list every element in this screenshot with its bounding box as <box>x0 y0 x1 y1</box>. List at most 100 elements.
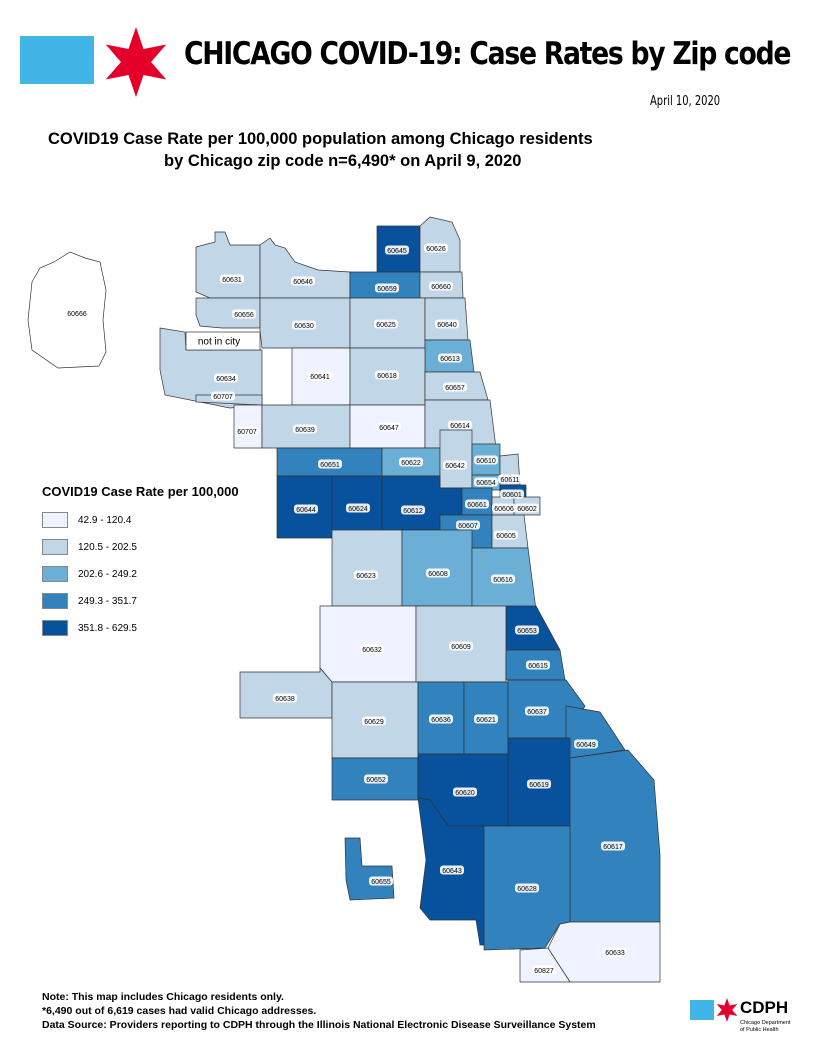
zip-label-box <box>211 391 235 401</box>
zip-label: 60643 <box>442 868 462 875</box>
legend-label: 351.8 - 629.5 <box>78 622 137 634</box>
zip-label-box <box>532 965 556 975</box>
chicago-flag-bar-icon <box>20 36 94 84</box>
legend-swatch <box>42 620 68 636</box>
cdph-logo: CDPH Chicago Department of Public Health <box>690 996 800 1040</box>
zip-region-60640 <box>424 297 469 341</box>
zip-label-box <box>293 424 317 434</box>
zip-label: 60660 <box>431 284 451 291</box>
map-title-line2: by Chicago zip code n=6,490* on April 9,… <box>164 152 522 170</box>
zip-label: 60652 <box>366 777 386 784</box>
zip-label: 60620 <box>455 790 475 797</box>
legend-item: 249.3 - 351.7 <box>42 589 239 613</box>
zip-label-box <box>603 947 627 957</box>
zip-label-box <box>453 787 477 797</box>
zip-label-box <box>318 459 342 469</box>
legend-swatch <box>42 566 68 582</box>
zip-label-box <box>235 426 259 436</box>
footer-note: Note: This map includes Chicago resident… <box>42 991 284 1003</box>
zip-label: 60616 <box>493 577 513 584</box>
legend-item: 42.9 - 120.4 <box>42 508 239 532</box>
zip-region-60608 <box>401 529 473 607</box>
zip-label: 60661 <box>467 502 487 509</box>
zip-label: 60610 <box>476 458 496 465</box>
zip-label-box <box>424 243 448 253</box>
zip-label-box <box>492 503 516 513</box>
star-shape <box>105 27 167 97</box>
legend-label: 202.6 - 249.2 <box>78 568 137 580</box>
zip-label: 60657 <box>445 385 465 392</box>
legend: COVID19 Case Rate per 100,000 42.9 - 120… <box>42 484 239 640</box>
zip-label: 60651 <box>320 462 340 469</box>
zip-label-box <box>474 477 498 487</box>
zip-label-box <box>526 660 550 670</box>
legend-item: 351.8 - 629.5 <box>42 616 239 640</box>
zip-label: 60619 <box>529 782 549 789</box>
zip-label: 60649 <box>576 742 596 749</box>
zip-label: 60609 <box>451 644 471 651</box>
zip-label: 60640 <box>437 322 457 329</box>
footer-notes: Note: This map includes Chicago resident… <box>42 990 596 1032</box>
zip-label-box <box>525 706 549 716</box>
zip-label-box <box>375 283 399 293</box>
zip-label-box <box>273 693 297 703</box>
zip-label: 60644 <box>296 507 316 514</box>
zip-region-60631 <box>195 231 261 299</box>
zip-label: 60602 <box>517 506 537 513</box>
zip-label: 60634 <box>216 376 236 383</box>
zip-label: 60614 <box>450 423 470 430</box>
zip-label: 60642 <box>445 463 465 470</box>
zip-label-box <box>491 574 515 584</box>
zip-label: 60629 <box>364 719 384 726</box>
zip-region-60638 <box>239 667 333 719</box>
zip-label: 60632 <box>362 647 382 654</box>
zip-label-box <box>426 568 450 578</box>
zip-label-box <box>385 245 409 255</box>
zip-label-box <box>214 373 238 383</box>
legend-item: 202.6 - 249.2 <box>42 562 239 586</box>
zip-label-box <box>375 370 399 380</box>
zip-label: 60655 <box>371 879 391 886</box>
zip-label: 60621 <box>476 717 496 724</box>
zip-label: 60611 <box>501 477 520 484</box>
not-in-city-area: not in city <box>185 331 261 351</box>
footer-note: *6,490 out of 6,619 cases had valid Chic… <box>42 1005 317 1017</box>
zip-label-box <box>308 371 332 381</box>
cdph-name: Chicago Department of Public Health <box>740 1020 791 1033</box>
zip-label: 60707 <box>213 394 233 401</box>
page-title: CHICAGO COVID-19: Case Rates by Zip code <box>184 36 791 72</box>
zip-label-box <box>515 503 539 513</box>
map-title-line1: COVID19 Case Rate per 100,000 population… <box>48 130 593 148</box>
zip-label-box <box>399 457 423 467</box>
zip-label: 60645 <box>387 248 407 255</box>
zip-label: 60637 <box>527 709 547 716</box>
zip-label: 60641 <box>310 374 330 381</box>
zip-label: 60633 <box>605 950 625 957</box>
zip-label: 60626 <box>426 246 446 253</box>
zip-label-box <box>401 505 425 515</box>
zip-label-box <box>435 319 459 329</box>
zip-label: 60646 <box>293 279 313 286</box>
zip-label: 60647 <box>379 425 399 432</box>
zip-label-box <box>601 841 625 851</box>
zip-label-box <box>364 774 388 784</box>
zip-label-box <box>377 422 401 432</box>
zip-label-box <box>494 530 518 540</box>
zip-region-60649 <box>565 705 626 759</box>
zip-region-60642 <box>439 429 473 489</box>
zip-label-box <box>291 276 315 286</box>
zip-label-box <box>374 319 398 329</box>
legend-label: 249.3 - 351.7 <box>78 595 137 607</box>
zip-label-box <box>515 625 539 635</box>
zip-label: 60624 <box>348 506 368 513</box>
zip-label-box <box>362 716 386 726</box>
zip-label: 60666 <box>67 311 87 318</box>
legend-swatch <box>42 539 68 555</box>
zip-label: 60638 <box>275 696 295 703</box>
zip-label-box <box>440 865 464 875</box>
legend-label: 42.9 - 120.4 <box>78 514 132 526</box>
zip-label: 60618 <box>377 373 397 380</box>
zip-label-box <box>292 320 316 330</box>
zip-label: 60615 <box>528 663 548 670</box>
zip-label-box <box>474 714 498 724</box>
